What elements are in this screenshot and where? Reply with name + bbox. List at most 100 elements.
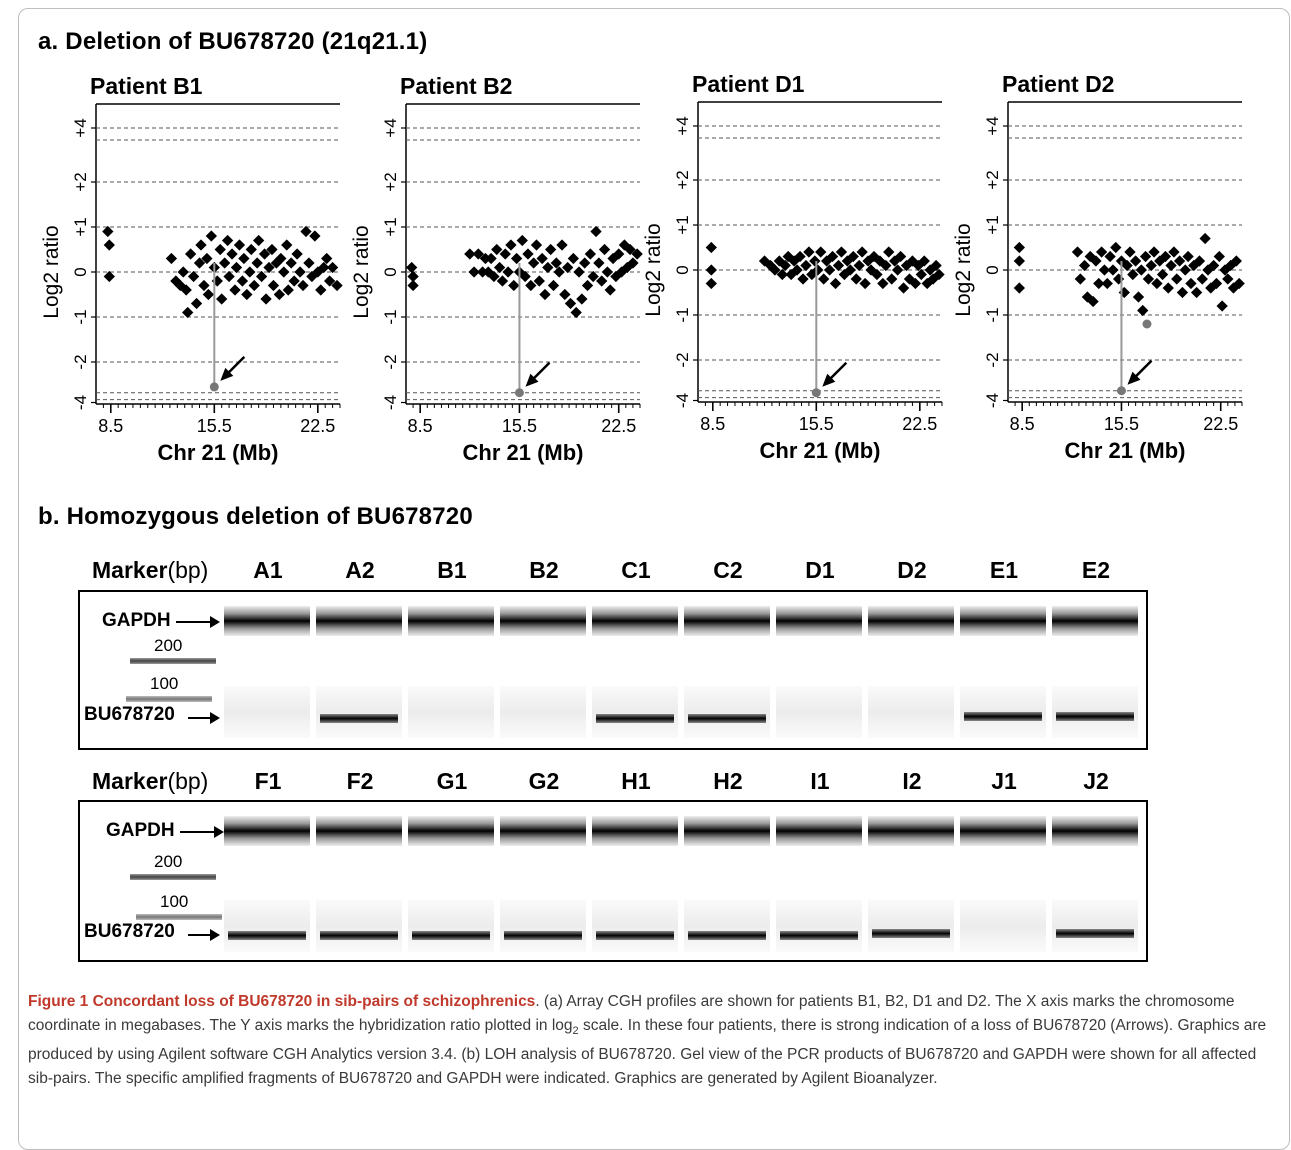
ladder-band-200: [130, 658, 216, 664]
data-point: [613, 248, 625, 260]
data-point: [253, 234, 265, 247]
lane-label-g2: G2: [528, 768, 560, 794]
caption-subscript: 2: [572, 1024, 579, 1037]
data-point: [502, 266, 514, 278]
lane-background: [316, 900, 402, 952]
data-point: [1107, 264, 1119, 276]
gapdh-band: [500, 606, 586, 636]
data-point: [769, 264, 781, 276]
data-point: [880, 259, 892, 272]
data-point: [1156, 268, 1169, 281]
data-point: [266, 243, 278, 256]
gapdh-band: [408, 816, 494, 846]
bu678720-band: [1056, 929, 1134, 938]
data-point: [499, 248, 511, 260]
y-tick-label: +1: [983, 215, 1002, 234]
y-axis-label: Log2 ratio: [40, 225, 63, 318]
data-point: [1132, 291, 1145, 303]
figure-caption: Figure 1 Concordant loss of BU678720 in …: [28, 990, 1278, 1090]
y-tick-label: -2: [673, 352, 692, 367]
data-point: [522, 248, 534, 260]
data-point: [309, 230, 321, 242]
x-tick-label: 22.5: [300, 416, 335, 436]
data-point: [1101, 277, 1113, 290]
secondary-point: [1142, 319, 1152, 329]
y-tick-label: -1: [71, 309, 90, 324]
data-point: [1071, 246, 1084, 258]
lane-label-h1: H1: [621, 768, 651, 794]
ladder-band-100: [136, 914, 222, 920]
lane-label-d1: D1: [805, 557, 835, 583]
lane-label-g1: G1: [436, 768, 468, 794]
data-point: [1222, 273, 1234, 285]
data-point: [1118, 286, 1130, 299]
data-point: [1013, 282, 1026, 294]
data-point: [238, 252, 250, 265]
data-point: [581, 279, 594, 292]
gapdh-arrow-head: [214, 826, 224, 838]
gapdh-band: [684, 606, 770, 636]
lane-label-c2: C2: [713, 557, 743, 583]
data-point: [407, 270, 419, 283]
data-point: [245, 243, 257, 256]
lane-background: [868, 900, 954, 952]
data-point: [1162, 282, 1174, 294]
bu678720-band: [688, 714, 766, 723]
data-point: [318, 261, 330, 274]
y-axis-label: Log2 ratio: [642, 223, 665, 316]
y-tick-label: -4: [983, 393, 1002, 408]
data-point: [542, 261, 554, 274]
lane-background: [1052, 900, 1138, 952]
data-point: [184, 248, 197, 260]
lane-label-j1: J1: [991, 768, 1017, 794]
data-point: [263, 261, 275, 274]
cgh-plot-patient-b2: Patient B2+4 +2 +1 0 -1 -2 -4 Log2 ratio 8.5 15.5…: [350, 73, 643, 465]
bu678720-arrow: [188, 934, 212, 936]
y-tick-label: 0: [983, 265, 1002, 274]
data-point: [809, 255, 821, 267]
data-point: [300, 225, 312, 238]
gapdh-band: [316, 816, 402, 846]
data-point: [1137, 304, 1149, 317]
y-tick-label: -2: [983, 352, 1002, 367]
data-point: [570, 306, 582, 319]
x-tick-label: 15.5: [799, 414, 834, 434]
gapdh-band: [776, 606, 862, 636]
data-point: [205, 230, 218, 242]
x-tick-label: 22.5: [902, 414, 937, 434]
lane-background: [592, 900, 678, 952]
bu678720-band: [1056, 712, 1134, 721]
gapdh-band: [684, 816, 770, 846]
data-point: [202, 288, 215, 301]
data-point: [829, 277, 842, 290]
lane-label-j2: J2: [1083, 768, 1109, 794]
bu678720-arrow-head: [210, 929, 220, 941]
data-point: [598, 243, 611, 256]
x-tick-label: 8.5: [1010, 414, 1035, 434]
data-point: [909, 277, 922, 290]
bu678720-band: [596, 931, 674, 940]
data-point: [195, 239, 207, 251]
bu678720-arrow-head: [210, 712, 220, 724]
data-point: [584, 248, 597, 260]
gel-header-marker-row2: Marker(bp): [92, 768, 208, 795]
data-point: [323, 275, 336, 287]
x-axis-label: Chr 21 (Mb): [158, 440, 279, 465]
data-point: [315, 284, 327, 296]
lane-label-e2: E2: [1081, 557, 1111, 583]
lane-label-c1: C1: [621, 557, 651, 583]
data-point: [251, 257, 263, 269]
data-point: [508, 279, 520, 292]
lane-label-h2: H2: [713, 768, 743, 794]
y-tick-label: -1: [381, 309, 400, 324]
lane-background: [960, 900, 1046, 952]
bu678720-band: [320, 931, 398, 940]
gapdh-band: [868, 606, 954, 636]
lane-background: [316, 686, 402, 738]
lane-background: [224, 900, 310, 952]
gapdh-band: [960, 606, 1046, 636]
gapdh-label: GAPDH: [106, 820, 175, 841]
data-point: [182, 306, 194, 319]
caption-body-1: . (a) Array CGH profiles are shown for p…: [28, 993, 1235, 1034]
y-tick-label: +1: [673, 215, 692, 234]
